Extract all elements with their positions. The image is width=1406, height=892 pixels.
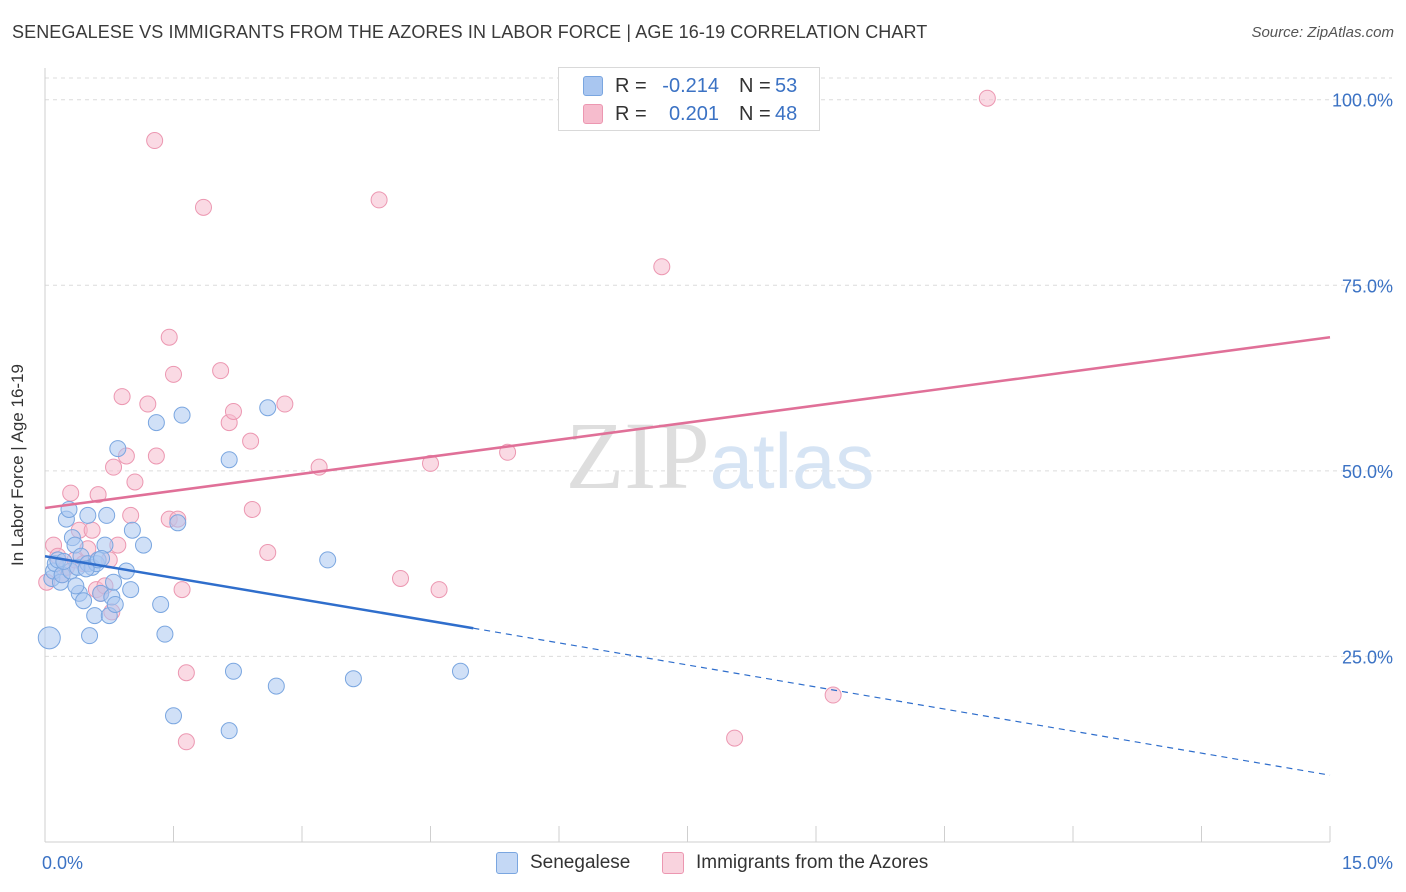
legend-label: Immigrants from the Azores xyxy=(696,852,929,873)
azores-point xyxy=(392,569,410,587)
azores-point xyxy=(653,258,671,276)
senegalese-point xyxy=(267,677,285,695)
legend-swatch-blue xyxy=(496,852,518,874)
senegalese-point xyxy=(75,592,93,610)
legend-row-senegalese: R = -0.214 N = 53 xyxy=(583,74,797,98)
senegalese-trend-extension xyxy=(473,627,1331,776)
senegalese-point xyxy=(123,521,141,539)
azores-point xyxy=(194,198,212,216)
legend-swatch-blue xyxy=(583,76,603,96)
azores-point xyxy=(62,484,80,502)
azores-point xyxy=(276,395,294,413)
y-axis-label: In Labor Force | Age 16-19 xyxy=(8,364,27,566)
azores-point xyxy=(126,473,144,491)
azores-point xyxy=(105,458,123,476)
azores-point xyxy=(165,365,182,383)
series-legend: Senegalese Immigrants from the Azores xyxy=(0,852,1406,878)
stats-legend: R = -0.214 N = 53 R = 0.201 N = 48 xyxy=(558,67,820,131)
legend-r-label: R = xyxy=(615,74,647,97)
azores-point xyxy=(113,388,131,406)
azores-point xyxy=(430,581,448,599)
azores-point xyxy=(422,454,439,472)
senegalese-point xyxy=(86,607,104,625)
senegalese-point xyxy=(109,440,127,458)
azores-point xyxy=(147,447,165,465)
senegalese-point xyxy=(98,506,116,524)
azores-point xyxy=(824,686,842,704)
senegalese-point xyxy=(79,506,97,524)
senegalese-point xyxy=(147,414,165,432)
legend-row-azores: R = 0.201 N = 48 xyxy=(583,102,797,126)
senegalese-point xyxy=(224,662,242,680)
azores-point xyxy=(146,132,164,150)
watermark: ZIPatlas xyxy=(566,402,875,509)
senegalese-point xyxy=(451,662,469,680)
senegalese-point xyxy=(156,625,174,643)
azores-point xyxy=(212,362,230,380)
senegalese-point xyxy=(122,581,140,599)
legend-r-value: 0.201 xyxy=(668,102,719,125)
legend-n-value: 48 xyxy=(775,102,798,125)
azores-point xyxy=(370,191,388,209)
y-tick-label: 75.0% xyxy=(1342,276,1393,296)
senegalese-point xyxy=(165,707,182,725)
legend-r-value: -0.214 xyxy=(662,74,719,97)
legend-swatch-pink xyxy=(662,852,684,874)
chart-title: SENEGALESE VS IMMIGRANTS FROM THE AZORES… xyxy=(12,22,928,42)
azores-point xyxy=(83,521,101,539)
tick-labels: 25.0% 50.0% 75.0% 100.0% 0.0% 15.0% xyxy=(42,91,1393,873)
legend-r-label: R = xyxy=(615,102,647,125)
y-tick-label: 25.0% xyxy=(1342,647,1393,667)
senegalese-point xyxy=(173,406,191,424)
senegalese-point xyxy=(259,399,277,417)
x-tick-label: 15.0% xyxy=(1342,853,1393,873)
azores-point xyxy=(224,402,242,420)
senegalese-point xyxy=(81,627,99,645)
legend-label: Senegalese xyxy=(530,852,631,873)
azores-point xyxy=(978,89,996,107)
legend-n-label: N = xyxy=(739,102,771,125)
azores-point xyxy=(177,733,195,751)
azores-point xyxy=(122,506,140,524)
senegalese-point xyxy=(220,722,238,740)
legend-n-value: 53 xyxy=(775,74,798,97)
trend-lines xyxy=(44,335,1331,776)
y-tick-label: 50.0% xyxy=(1342,462,1393,482)
senegalese-point xyxy=(106,595,124,613)
axes xyxy=(44,68,1331,843)
senegalese-point xyxy=(344,670,362,688)
azores-trend-line xyxy=(44,335,1331,510)
source-credit: Source: ZipAtlas.com xyxy=(1251,24,1394,41)
azores-point xyxy=(259,544,277,561)
legend-item-azores[interactable]: Immigrants from the Azores xyxy=(662,852,928,874)
azores-point xyxy=(243,500,261,518)
legend-n-label: N = xyxy=(739,74,771,97)
azores-point xyxy=(89,486,107,504)
azores-point xyxy=(242,432,260,450)
senegalese-point xyxy=(105,573,123,591)
azores-point xyxy=(173,581,191,599)
senegalese-point xyxy=(135,536,153,554)
senegalese-trend-line xyxy=(44,554,474,630)
x-tick-label: 0.0% xyxy=(42,853,83,873)
y-tick-label: 100.0% xyxy=(1332,91,1393,111)
azores-point xyxy=(160,328,178,346)
senegalese-point xyxy=(152,595,170,613)
senegalese-point xyxy=(169,514,187,532)
legend-item-senegalese[interactable]: Senegalese xyxy=(496,852,630,874)
azores-point xyxy=(139,395,157,413)
senegalese-point xyxy=(319,551,337,569)
gridlines xyxy=(45,77,1392,657)
senegalese-point xyxy=(67,577,85,595)
azores-point xyxy=(726,729,744,747)
senegalese-point xyxy=(220,451,238,469)
senegalese-point xyxy=(37,626,61,650)
legend-swatch-pink xyxy=(583,104,603,124)
series-senegalese-points xyxy=(37,399,469,740)
azores-point xyxy=(177,664,195,682)
